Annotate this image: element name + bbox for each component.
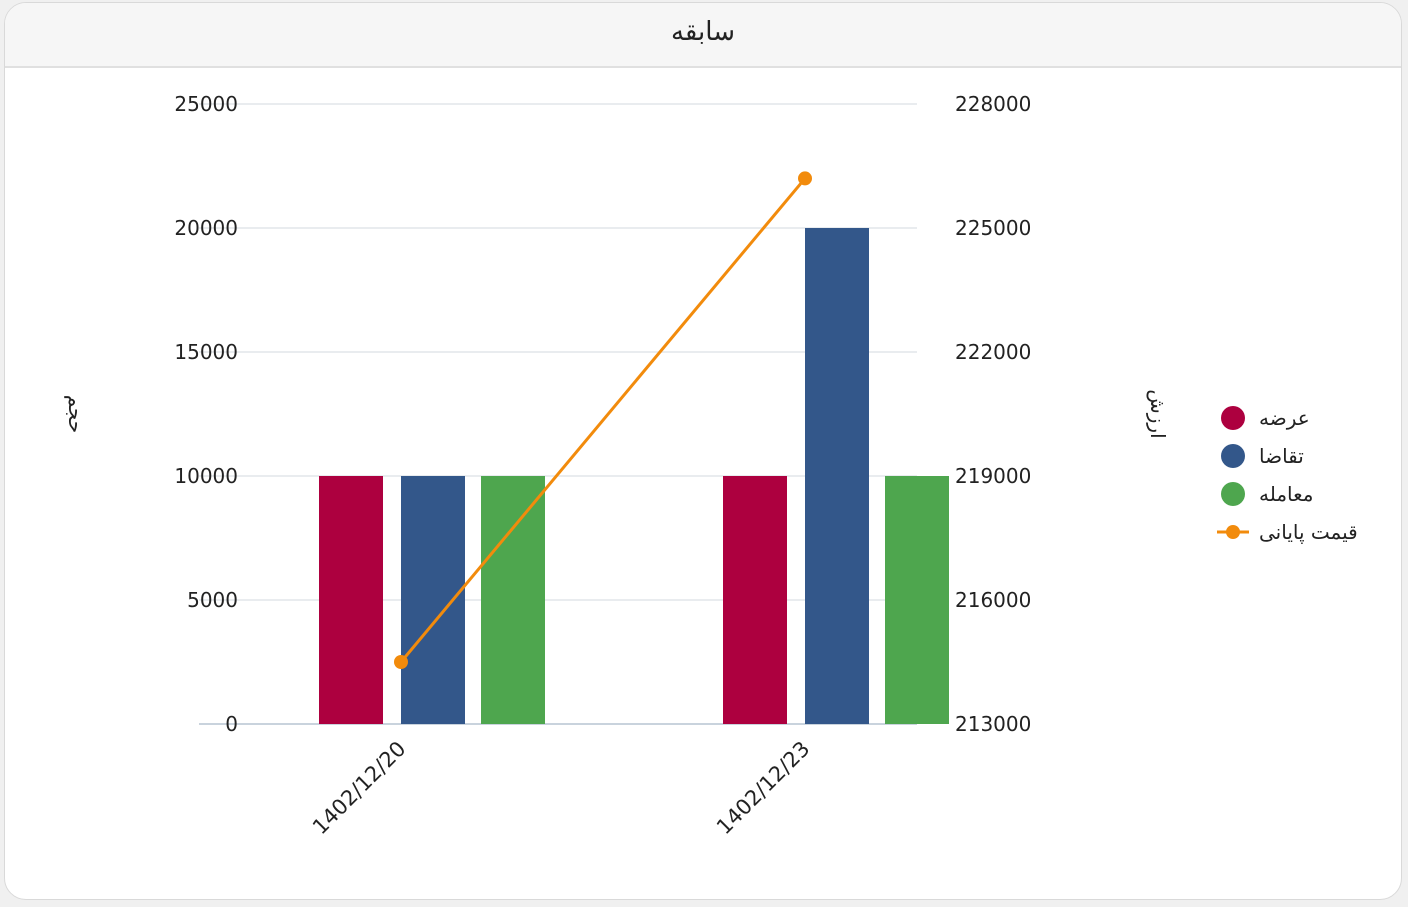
bar <box>805 228 869 724</box>
card-title: سابقه <box>670 17 736 47</box>
bar <box>401 476 465 724</box>
bar <box>723 476 787 724</box>
x-axis-ticks: 1402/12/20 1402/12/23 <box>308 737 815 840</box>
x-tick-label: 1402/12/23 <box>712 737 815 840</box>
legend-marker <box>1226 525 1240 539</box>
bar <box>885 476 949 724</box>
left-tick-label: 20000 <box>174 216 238 240</box>
right-axis-label: ارزش <box>1146 389 1170 438</box>
x-tick-label: 1402/12/20 <box>308 737 411 840</box>
bars <box>319 228 949 724</box>
right-tick-label: 213000 <box>955 712 1031 736</box>
left-tick-label: 25000 <box>174 92 238 116</box>
right-tick-label: 216000 <box>955 588 1031 612</box>
legend-marker <box>1221 482 1245 506</box>
right-tick-label: 222000 <box>955 340 1031 364</box>
right-tick-label: 225000 <box>955 216 1031 240</box>
right-tick-label: 228000 <box>955 92 1031 116</box>
bar <box>319 476 383 724</box>
line-point <box>394 655 408 669</box>
left-axis-label: حجم <box>64 395 88 434</box>
card-header: سابقه <box>5 3 1401 68</box>
legend-label[interactable]: قیمت پایانی <box>1259 520 1358 545</box>
left-tick-label: 15000 <box>174 340 238 364</box>
left-axis-ticks: 0 5000 10000 15000 20000 25000 <box>174 92 238 736</box>
left-tick-label: 0 <box>225 712 238 736</box>
legend-marker <box>1221 444 1245 468</box>
line-point <box>798 171 812 186</box>
price-line <box>394 171 812 669</box>
line-series <box>399 177 807 663</box>
left-tick-label: 10000 <box>174 464 238 488</box>
legend: عرضه تقاضا معامله قیمت پایانی <box>1217 406 1358 545</box>
left-tick-label: 5000 <box>187 588 238 612</box>
legend-label[interactable]: معامله <box>1259 482 1314 506</box>
right-tick-label: 219000 <box>955 464 1031 488</box>
legend-marker <box>1221 406 1245 430</box>
bar <box>481 476 545 724</box>
legend-label[interactable]: عرضه <box>1259 406 1310 430</box>
legend-label[interactable]: تقاضا <box>1259 444 1304 468</box>
right-axis-ticks: 213000 216000 219000 222000 225000 228000 <box>955 92 1031 736</box>
history-card: سابقه 0 5000 10000 15000 20000 25000 213000 21… <box>4 2 1402 900</box>
